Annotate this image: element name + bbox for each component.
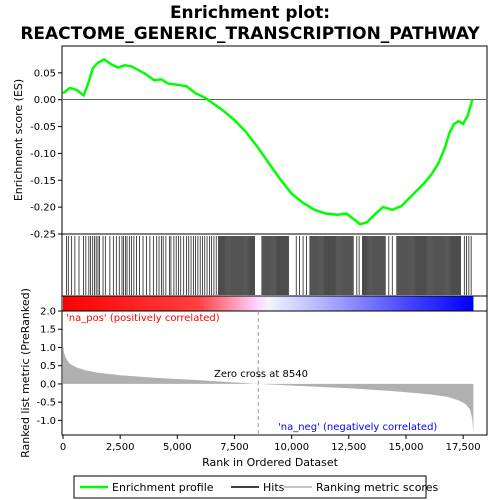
ranked-y-tick-label-5: -0.5	[36, 398, 56, 409]
legend-label-ranking: Ranking metric scores	[316, 481, 438, 494]
ranked-y-tick-label-3: 0.5	[40, 361, 56, 372]
x-tick-label-0: 0	[60, 442, 66, 453]
x-tick-label-6: 15,000	[388, 442, 423, 453]
x-tick-label-3: 7,500	[220, 442, 249, 453]
es-y-tick-label-5: -0.20	[30, 203, 56, 214]
chart-title-line1: Enrichment plot:	[170, 3, 330, 23]
x-axis-label: Rank in Ordered Dataset	[202, 456, 339, 469]
ranked-y-tick-label-2: 1.0	[40, 343, 56, 354]
x-tick-label-2: 5,000	[163, 442, 192, 453]
zero-cross-annotation: Zero cross at 8540	[214, 369, 308, 380]
ranked-y-ticks: 2.0 1.5 1.0 0.5 0.0 -0.5 -1.0	[36, 307, 62, 427]
ranked-y-axis-label: Ranked list metric (PreRanked)	[19, 288, 32, 458]
x-tick-label-7: 17,500	[446, 442, 481, 453]
x-tick-label-4: 10,000	[274, 442, 309, 453]
es-y-tick-label-6: -0.25	[30, 230, 56, 241]
x-tick-label-5: 12,500	[331, 442, 366, 453]
negative-correlation-label: 'na_neg' (negatively correlated)	[278, 422, 437, 433]
es-y-ticks: 0.05 0.00 -0.05 -0.10 -0.15 -0.20 -0.25	[30, 68, 62, 241]
es-y-tick-label-3: -0.10	[30, 149, 56, 160]
x-axis-ticks: 0 2,500 5,000 7,500 10,000 12,500 15,000 17,500	[60, 435, 481, 453]
es-y-tick-label-1: 0.00	[34, 95, 56, 106]
legend-label-enrichment: Enrichment profile	[112, 481, 214, 494]
chart-title-line2: REACTOME_GENERIC_TRANSCRIPTION_PATHWAY	[20, 24, 480, 44]
rank-color-bar	[63, 296, 474, 311]
es-y-tick-label-4: -0.15	[30, 176, 56, 187]
enrichment-profile-line	[62, 57, 474, 226]
legend: Enrichment profile Hits Ranking metric s…	[73, 475, 438, 499]
es-panel-frame	[61, 45, 488, 235]
positive-correlation-label: 'na_pos' (positively correlated)	[66, 313, 220, 324]
hits-marks	[66, 236, 472, 295]
es-y-tick-label-2: -0.05	[30, 122, 56, 133]
ranking-metric-area	[63, 345, 474, 434]
legend-label-hits: Hits	[263, 481, 285, 494]
es-y-tick-label-0: 0.05	[34, 68, 56, 79]
ranked-y-tick-label-1: 1.5	[40, 325, 56, 336]
ranked-panel-frame	[61, 310, 488, 436]
ranked-y-tick-label-6: -1.0	[36, 416, 56, 427]
es-y-axis-label: Enrichment score (ES)	[12, 79, 25, 201]
x-tick-label-1: 2,500	[106, 442, 135, 453]
ranked-y-tick-label-0: 2.0	[40, 307, 56, 318]
ranked-y-tick-label-4: 0.0	[40, 379, 56, 390]
